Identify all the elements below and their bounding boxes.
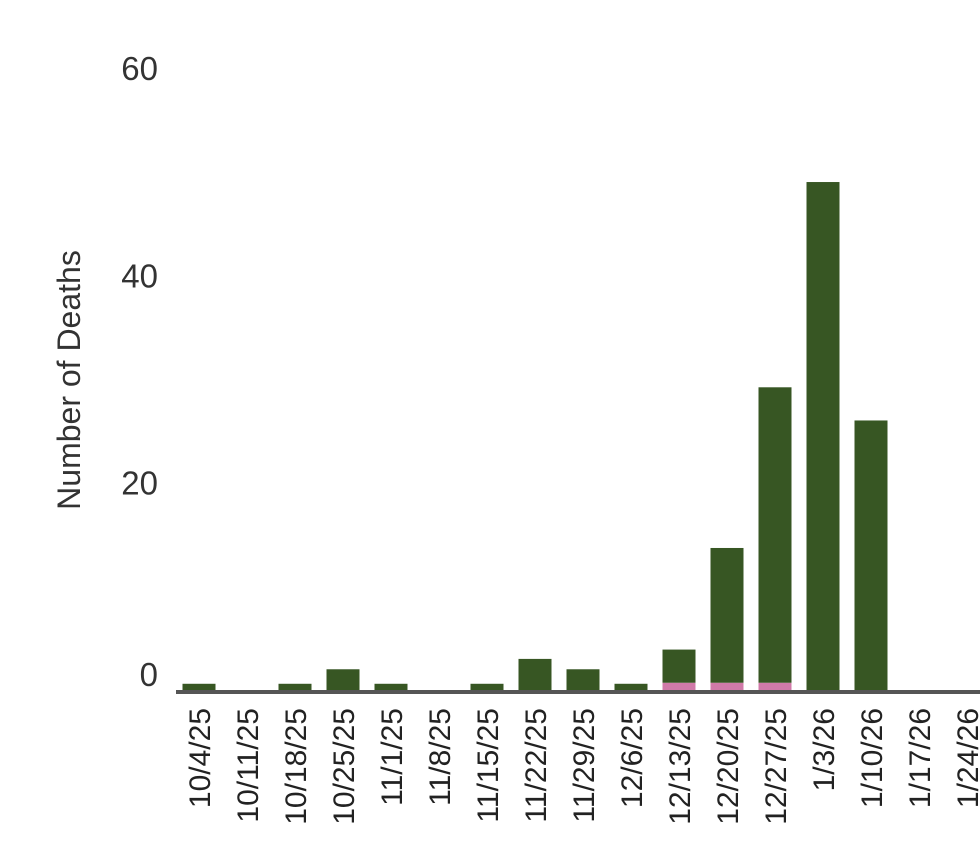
- y-tick-label: 20: [121, 465, 158, 502]
- x-tick-label: 11/29/25: [568, 708, 601, 823]
- bar-segment-secondary: [710, 682, 744, 690]
- x-tick-label: 1/17/26: [904, 708, 937, 808]
- bar: [710, 547, 744, 683]
- y-tick-label: 0: [140, 656, 158, 693]
- bar: [662, 649, 696, 683]
- x-tick-label: 10/25/25: [328, 708, 361, 825]
- x-tick-label: 12/6/25: [616, 708, 649, 808]
- x-tick-label: 11/1/25: [376, 708, 409, 806]
- x-tick-label: 1/10/26: [856, 708, 889, 808]
- bar: [614, 683, 648, 690]
- bars: [182, 182, 888, 691]
- bar-segment-secondary: [758, 682, 792, 690]
- bar: [806, 182, 840, 691]
- x-tick-label: 1/3/26: [808, 708, 841, 791]
- y-tick-label: 60: [121, 50, 158, 87]
- x-tick-label: 11/8/25: [424, 708, 457, 806]
- x-tick-label: 1/24/26: [952, 708, 980, 808]
- bar: [566, 669, 600, 690]
- bar: [326, 669, 360, 690]
- bar: [278, 683, 312, 690]
- bar: [758, 387, 792, 683]
- bar: [470, 683, 504, 690]
- x-tick-label: 11/22/25: [520, 708, 553, 823]
- y-axis-label: Number of Deaths: [51, 250, 87, 510]
- bar: [374, 683, 408, 690]
- bar-segment-secondary: [662, 682, 696, 690]
- y-tick-label: 40: [121, 257, 158, 294]
- bar: [182, 683, 216, 690]
- y-axis: 0 20 40 60: [121, 50, 158, 693]
- x-tick-label: 10/11/25: [232, 708, 265, 823]
- x-tick-label: 12/13/25: [664, 708, 697, 825]
- x-tick-label: 10/18/25: [280, 708, 313, 825]
- x-tick-label: 12/27/25: [760, 708, 793, 825]
- bar: [518, 658, 552, 690]
- x-tick-label: 10/4/25: [184, 708, 217, 808]
- x-tick-label: 12/20/25: [712, 708, 745, 825]
- x-tick-label: 11/15/25: [472, 708, 505, 823]
- x-axis-tick-labels: 10/4/25 10/11/25 10/18/25 10/25/25 11/1/25 11…: [184, 708, 980, 825]
- bar: [854, 420, 888, 690]
